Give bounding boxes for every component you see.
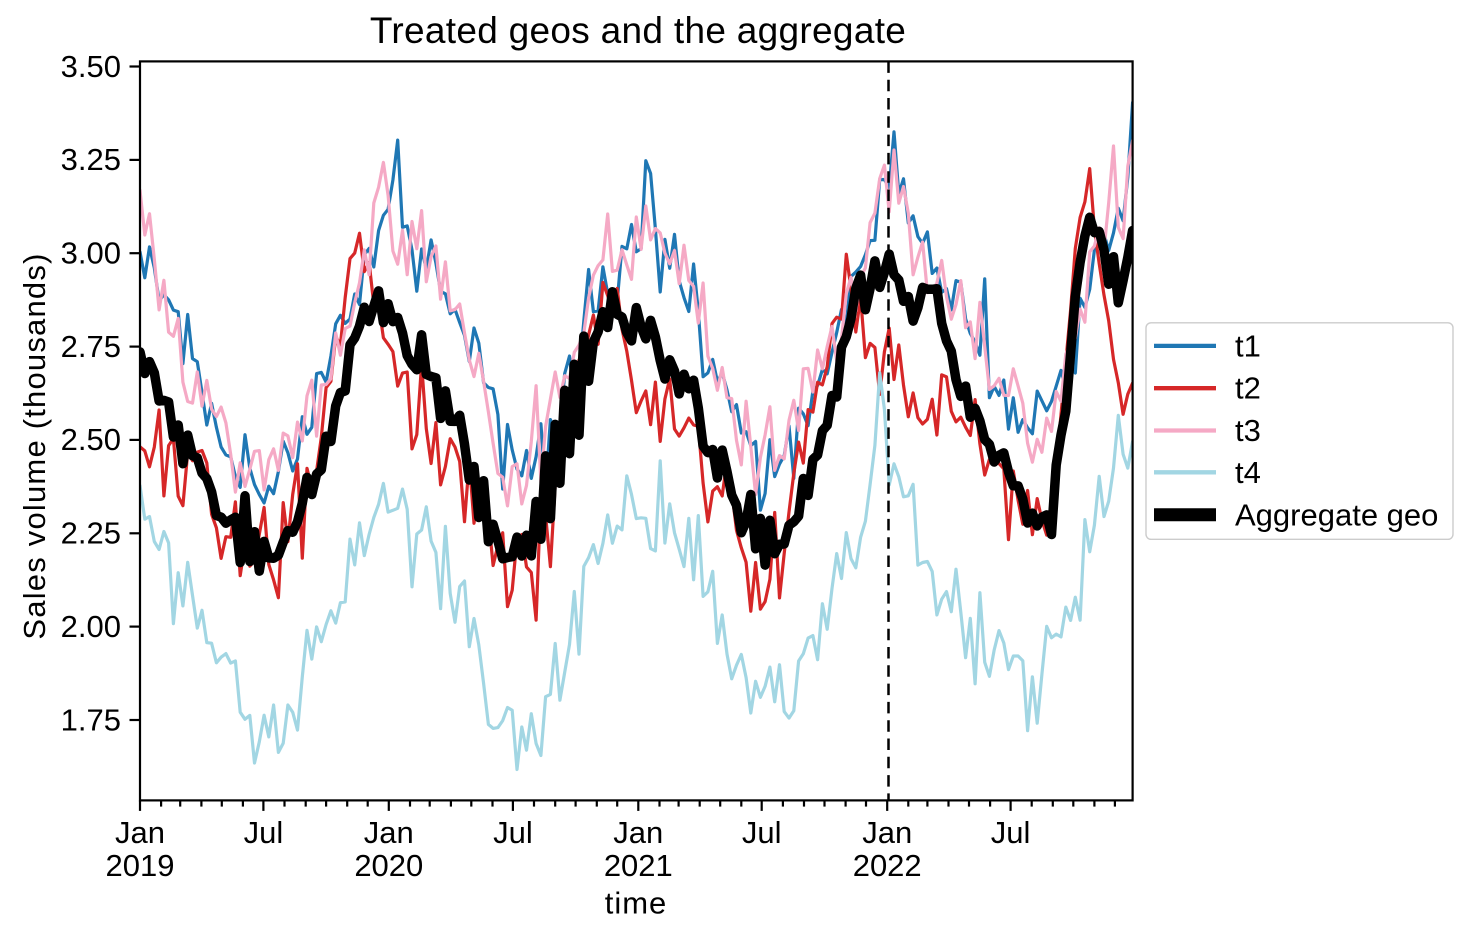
svg-text:Jan: Jan	[364, 815, 414, 850]
svg-text:t3: t3	[1235, 413, 1261, 448]
svg-text:2022: 2022	[853, 848, 922, 883]
svg-text:Aggregate geo: Aggregate geo	[1235, 497, 1438, 532]
svg-text:3.00: 3.00	[61, 236, 121, 271]
svg-text:Jan: Jan	[613, 815, 663, 850]
svg-text:Jul: Jul	[493, 815, 533, 850]
svg-text:t4: t4	[1235, 455, 1261, 490]
svg-text:3.25: 3.25	[61, 142, 121, 177]
svg-text:2.75: 2.75	[61, 329, 121, 364]
svg-text:Jul: Jul	[991, 815, 1031, 850]
svg-text:2.00: 2.00	[61, 609, 121, 644]
svg-text:Sales volume (thousands): Sales volume (thousands)	[17, 252, 52, 639]
svg-text:2021: 2021	[604, 848, 673, 883]
svg-text:2.25: 2.25	[61, 516, 121, 551]
svg-text:Jul: Jul	[742, 815, 782, 850]
svg-text:time: time	[605, 886, 668, 921]
svg-text:t2: t2	[1235, 371, 1261, 406]
svg-text:1.75: 1.75	[61, 702, 121, 737]
svg-text:t1: t1	[1235, 328, 1261, 363]
svg-text:2020: 2020	[354, 848, 423, 883]
svg-text:Treated geos and the aggregate: Treated geos and the aggregate	[370, 10, 906, 51]
svg-text:Jan: Jan	[115, 815, 165, 850]
svg-text:Jul: Jul	[244, 815, 284, 850]
svg-text:2019: 2019	[106, 848, 175, 883]
svg-text:2.50: 2.50	[61, 422, 121, 457]
svg-text:Jan: Jan	[862, 815, 912, 850]
svg-text:3.50: 3.50	[61, 49, 121, 84]
